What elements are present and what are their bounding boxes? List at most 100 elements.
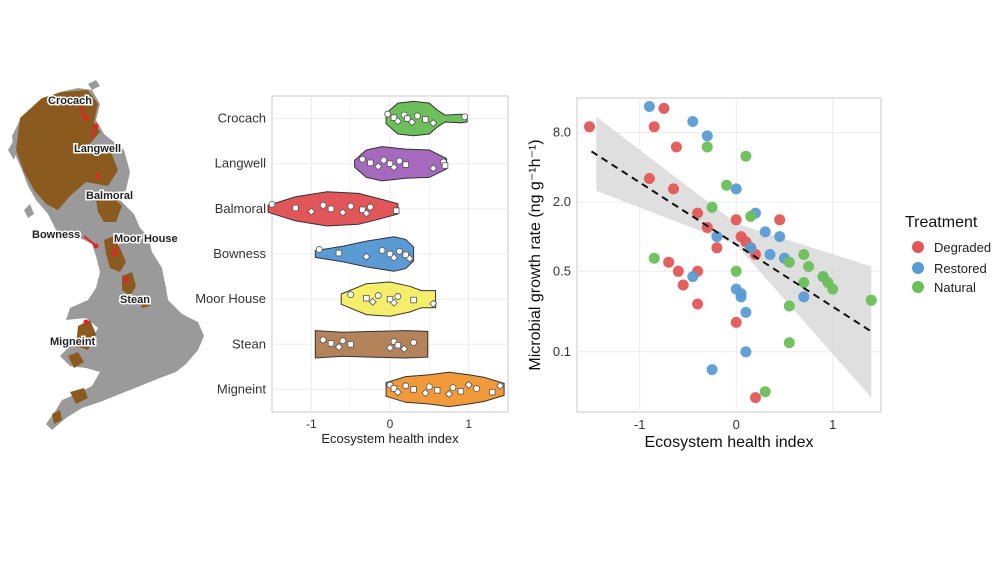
violin-point [489,389,495,395]
scatter-x-tick-label: 0 [733,417,740,432]
violin-point [434,388,440,394]
violin-point [328,206,334,212]
legend-label-natural: Natural [934,280,976,295]
violin-point [293,205,299,211]
scatter-x-tick-label: -1 [634,417,646,432]
point-degraded [774,214,785,225]
point-natural [803,261,814,272]
violin-point [348,203,354,209]
map-label-migneint: Migneint [50,336,96,348]
point-natural [702,142,713,153]
violin-point [328,341,334,347]
point-restored [644,101,655,112]
map-label-bowness: Bowness [32,229,80,241]
violin-point [375,293,381,299]
scatter-x-axis-label: Ecosystem health index [645,434,814,451]
violin-x-axis-label: Ecosystem health index [321,431,459,446]
point-degraded [711,242,722,253]
violin-category-label: Crocach [218,111,266,126]
point-natural [798,249,809,260]
violin-point [381,157,387,163]
violin-point [423,117,429,123]
legend-label-degraded: Degraded [934,240,991,255]
point-natural [798,277,809,288]
uk-site-map: Crocach Langwell Balmoral Bowness Moor H… [8,80,204,430]
scatter-y-tick-label: 0.1 [553,344,571,359]
violin-point [474,386,480,392]
point-restored [736,291,747,302]
point-degraded [649,121,660,132]
violin-point [396,158,402,164]
point-restored [707,364,718,375]
violin-category-label: Langwell [215,156,266,171]
point-natural [731,266,742,277]
scatter-y-tick-label: 2.0 [553,194,571,209]
violin-point [396,248,402,254]
point-natural [866,295,877,306]
violin-category-label: Moor House [195,291,266,306]
point-natural [784,337,795,348]
violin-category-label: Bowness [213,246,266,261]
scatter-chart: -1 0 1 0.1 0.5 2.0 8.0 Ecosystem health index… [527,98,991,451]
violin-point [364,295,370,301]
violin-point [442,163,448,169]
point-restored [740,346,751,357]
site-marker [124,278,129,283]
map-label-langwell: Langwell [74,143,121,155]
violin-point [336,250,342,256]
point-natural [760,386,771,397]
point-degraded [678,280,689,291]
violin-point [450,385,456,391]
violin-category-label: Balmoral [215,201,266,216]
violin-point [403,383,409,389]
point-restored [687,116,698,127]
violin-point [368,160,374,166]
violin-point [385,111,391,117]
violin-point [379,247,385,253]
point-degraded [584,121,595,132]
violin-point [367,204,373,210]
violin-point [411,339,417,345]
violin-x-tick-label: 0 [387,417,394,431]
point-degraded [673,266,684,277]
violin-point [405,116,411,122]
scatter-y-ticks: 0.1 0.5 2.0 8.0 [553,125,571,359]
figure-canvas: Crocach Langwell Balmoral Bowness Moor H… [0,0,1000,563]
legend-label-restored: Restored [934,261,987,276]
legend-swatch-natural [912,281,924,293]
violin-point [348,341,354,347]
violin-point [340,338,346,344]
map-label-crocach: Crocach [48,95,92,107]
point-restored [687,271,698,282]
point-degraded [731,317,742,328]
violin-point [403,162,409,168]
scatter-y-tick-label: 0.5 [553,263,571,278]
violin-point [458,388,464,394]
point-natural [707,202,718,213]
point-natural [740,151,751,162]
violin-point [462,114,468,120]
violin-point [395,293,401,299]
legend: Treatment Degraded Restored Natural [905,214,991,295]
legend-swatch-degraded [912,241,924,253]
point-degraded [692,299,703,310]
point-restored [702,130,713,141]
scatter-x-tick-label: 1 [829,417,836,432]
point-degraded [731,214,742,225]
point-restored [740,307,751,318]
map-label-stean: Stean [120,294,150,306]
point-restored [765,249,776,260]
scatter-y-axis-label: Microbial growth rate (ng g⁻¹h⁻¹) [527,139,544,370]
legend-swatch-restored [912,262,924,274]
point-degraded [671,142,682,153]
violin-point [411,387,417,393]
violin-x-tick-label: 1 [465,417,472,431]
violin-point [395,342,401,348]
point-degraded [663,257,674,268]
legend-title: Treatment [905,214,978,231]
violin-chart: Crocach Langwell Balmoral Bowness Moor House… [195,96,508,446]
point-degraded [644,173,655,184]
scatter-x-ticks: -1 0 1 [634,417,836,432]
point-degraded [750,392,761,403]
point-restored [774,231,785,242]
